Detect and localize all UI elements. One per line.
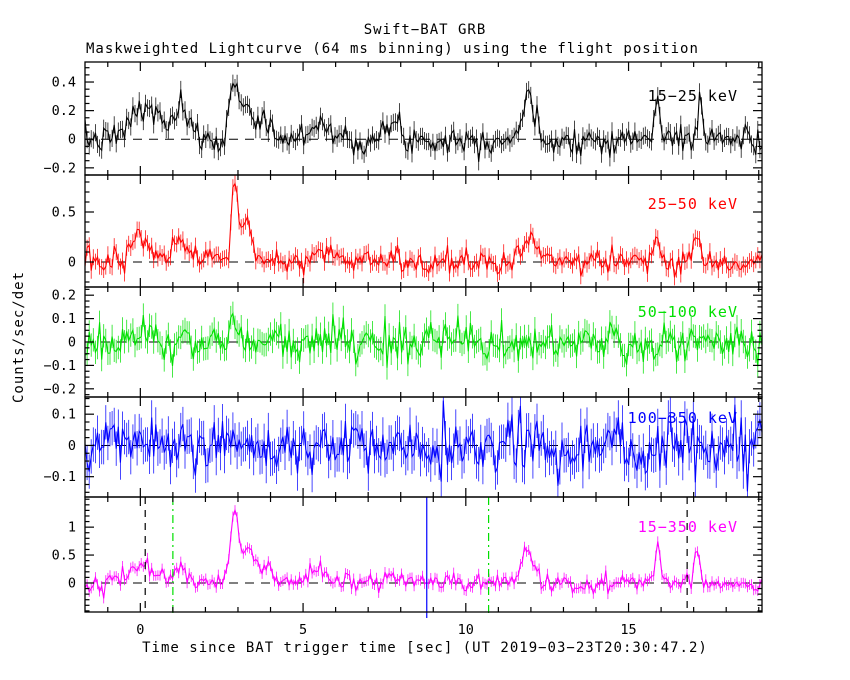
trace-100−350-keV (85, 397, 762, 497)
y-tick-label: 0.4 (52, 75, 76, 91)
y-tick-label: 0.2 (52, 103, 76, 119)
x-axis-label: Time since BAT trigger time [sec] (UT 20… (142, 640, 708, 656)
y-tick-label: 0.2 (52, 288, 76, 304)
y-tick-label: 0.5 (52, 205, 76, 221)
trace-15−25-keV (85, 74, 762, 171)
trace-50−100-keV (85, 301, 762, 380)
y-tick-label: 0 (68, 575, 76, 591)
y-tick-label: 0 (68, 132, 76, 148)
panel-25−50-keV: 00.5 (52, 174, 763, 288)
y-tick-label: 0 (68, 255, 76, 271)
y-tick-label: −0.1 (43, 469, 76, 485)
x-tick-label: 10 (458, 622, 474, 638)
x-tick-label: 0 (136, 622, 144, 638)
y-tick-label: 0 (68, 438, 76, 454)
panel-label-15-25-kev: 15−25 keV (647, 87, 738, 105)
panel-label-25-50-kev: 25−50 keV (647, 195, 738, 213)
chart-subtitle: Maskweighted Lightcurve (64 ms binning) … (86, 41, 699, 57)
panel-15−350-keV: 00.51 (52, 496, 763, 618)
panel-label-100-350-kev: 100−350 keV (627, 409, 738, 427)
y-axis-label: Counts/sec/det (11, 270, 27, 403)
panel-100−350-keV: −0.1 0 0.1 (43, 396, 763, 498)
y-tick-label: −0.1 (43, 358, 76, 374)
chart-title: Swift−BAT GRB (363, 22, 487, 38)
y-tick-label: 0 (68, 335, 76, 351)
panel-15−25-keV: −0.2 0 0.2 0.4 (43, 61, 763, 176)
x-tick-label: 5 (299, 622, 307, 638)
panel-label-15-350-kev: 15−350 keV (637, 518, 738, 536)
trace-15−350-keV (85, 505, 762, 604)
y-tick-label: 0.1 (52, 407, 76, 423)
y-tick-label: 1 (68, 520, 76, 536)
y-tick-label: 0.1 (52, 311, 76, 327)
y-tick-label: 0.5 (52, 548, 76, 564)
y-tick-label: −0.2 (43, 160, 76, 176)
trace-25−50-keV (85, 175, 762, 286)
y-tick-label: −0.2 (43, 381, 76, 397)
x-tick-label: 15 (620, 622, 636, 638)
panel-label-50-100-kev: 50−100 keV (637, 303, 738, 321)
